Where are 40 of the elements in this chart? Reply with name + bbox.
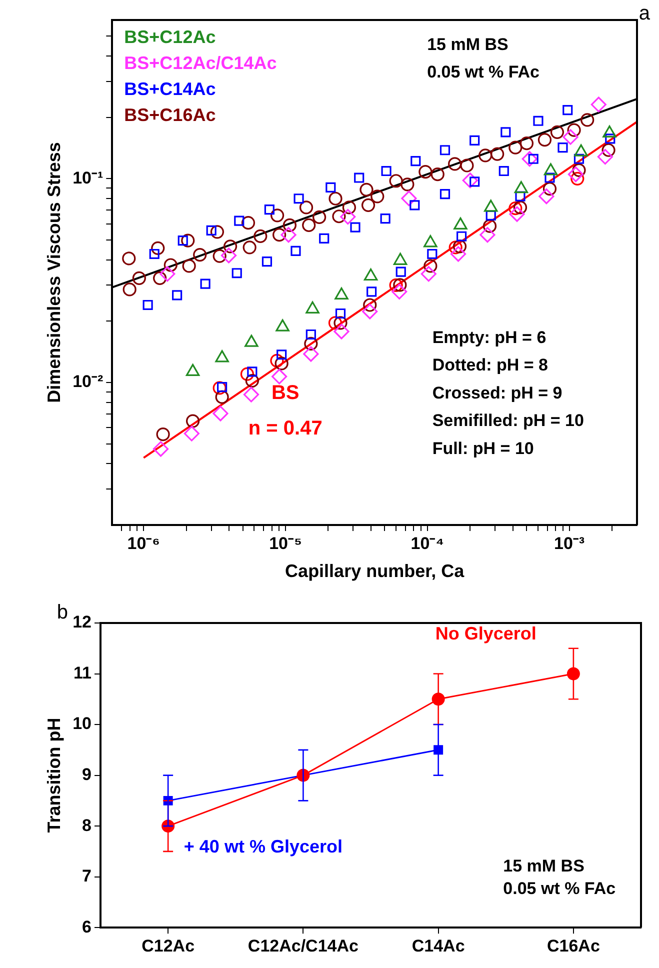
x-tick-label: 10⁻⁶: [127, 534, 160, 553]
x-axis-title: Capillary number, Ca: [285, 561, 466, 582]
annotation: BS: [271, 382, 300, 404]
text: BS+C12Ac/C14Ac: [124, 52, 277, 73]
x-tick-label: 10⁻⁵: [269, 534, 302, 553]
y-tick-label: 10: [72, 714, 92, 734]
annotation: n = 0.47: [248, 418, 322, 440]
annotation: 0.05 wt % FAc: [427, 62, 540, 82]
annotation: Empty: pH = 6: [432, 328, 546, 347]
chart-title: b: [56, 602, 68, 624]
text: BS+C16Ac: [124, 104, 216, 125]
x-tick-label: 10⁻⁴: [410, 534, 444, 553]
x-tick-label: 10⁻³: [554, 534, 585, 553]
y-tick-label: 11: [74, 663, 92, 682]
chart-title: a: [638, 2, 651, 25]
point: [566, 667, 580, 680]
y-tick-label: 9: [82, 764, 92, 784]
y-tick-label: 7: [82, 866, 92, 886]
x-tick-label: C12Ac: [142, 936, 195, 956]
annotation: 15 mM BS: [427, 34, 508, 54]
series-label: + 40 wt % Glycerol: [184, 836, 342, 856]
annotation: Dotted: pH = 8: [432, 356, 548, 375]
annotation: Crossed: pH = 9: [432, 383, 562, 402]
text: BS+C14Ac: [124, 78, 216, 99]
y-tick-label: 10⁻¹: [72, 168, 104, 188]
annotation: Full: pH = 10: [432, 438, 534, 458]
y-tick-label: 12: [72, 612, 92, 632]
y-tick-label: 10⁻²: [72, 372, 104, 392]
x-tick-label: C12Ac/C14Ac: [248, 936, 358, 956]
text: No Glycerol: [435, 623, 536, 644]
x-tick-label: C14Ac: [412, 936, 465, 956]
x-tick-label: C16Ac: [546, 936, 600, 956]
annotation: 15 mM BS: [503, 856, 584, 876]
annotation: Semifilled: pH = 10: [432, 411, 584, 430]
text: BS+C12Ac: [124, 26, 216, 47]
y-tick-label: 8: [82, 816, 92, 835]
y-axis-title: Dimensionless Viscous Stress: [44, 142, 64, 403]
annotation: 0.05 wt % FAc: [503, 879, 616, 898]
y-tick-label: 6: [82, 917, 92, 936]
y-axis-title: Transition pH: [44, 718, 64, 833]
